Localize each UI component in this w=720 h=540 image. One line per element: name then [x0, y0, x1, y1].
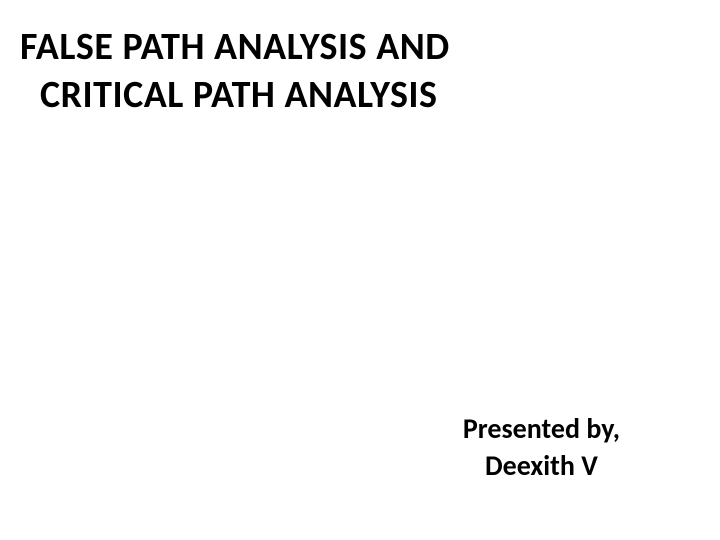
presented-by-label: Presented by, [463, 411, 620, 447]
title-line-2: CRITICAL PATH ANALYSIS [20, 72, 680, 120]
title-line-1: FALSE PATH ANALYSIS AND [20, 24, 680, 72]
author-container: Presented by, Deexith V [463, 411, 620, 484]
author-name: Deexith V [463, 448, 620, 484]
title-container: FALSE PATH ANALYSIS AND CRITICAL PATH AN… [20, 24, 680, 119]
